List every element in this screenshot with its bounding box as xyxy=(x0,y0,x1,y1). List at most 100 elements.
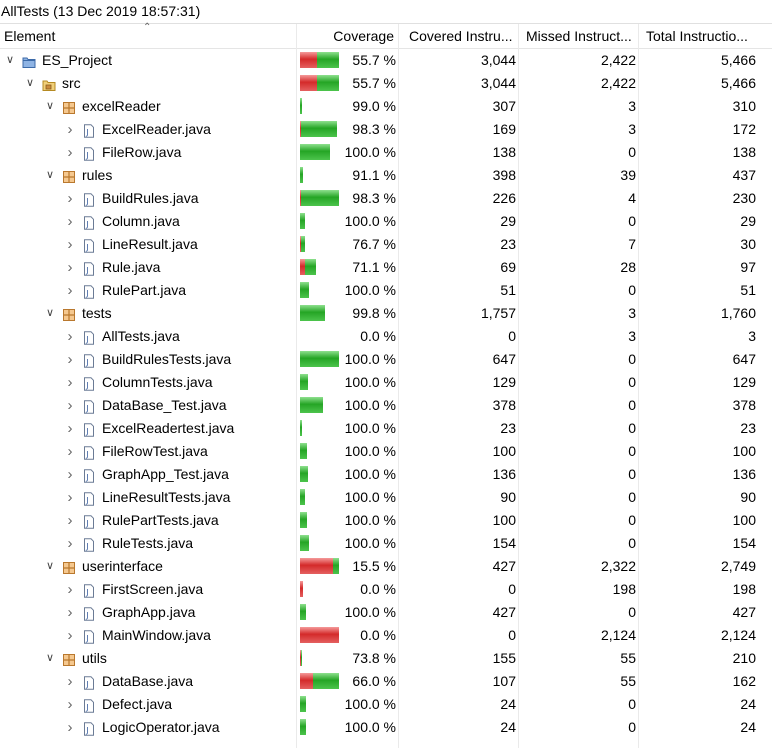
tree-row[interactable]: J LineResultTests.java 100.0 % 90 0 90 xyxy=(0,486,772,509)
expand-chevron-icon[interactable] xyxy=(64,371,76,394)
total-instructions: 136 xyxy=(732,466,756,482)
tree-row[interactable]: src 55.7 % 3,044 2,422 5,466 xyxy=(0,72,772,95)
tree-row[interactable]: tests 99.8 % 1,757 3 1,760 xyxy=(0,302,772,325)
tree-row[interactable]: J FileRowTest.java 100.0 % 100 0 100 xyxy=(0,440,772,463)
tree-row[interactable]: utils 73.8 % 155 55 210 xyxy=(0,647,772,670)
total-instructions: 5,466 xyxy=(720,75,756,91)
expand-chevron-icon[interactable] xyxy=(64,348,76,371)
missed-instructions: 0 xyxy=(628,719,636,735)
expand-chevron-icon[interactable] xyxy=(64,279,76,302)
collapse-chevron-icon[interactable] xyxy=(44,164,56,187)
tree-row[interactable]: J RuleTests.java 100.0 % 154 0 154 xyxy=(0,532,772,555)
expand-chevron-icon[interactable] xyxy=(64,532,76,555)
collapse-chevron-icon[interactable] xyxy=(44,95,56,118)
covered-instructions: 24 xyxy=(500,719,516,735)
tree-row[interactable]: J DataBase.java 66.0 % 107 55 162 xyxy=(0,670,772,693)
expand-chevron-icon[interactable] xyxy=(64,233,76,256)
missed-segment xyxy=(300,673,313,689)
coverage-percent: 99.0 % xyxy=(352,98,396,114)
expand-chevron-icon[interactable] xyxy=(64,417,76,440)
coverage-percent: 55.7 % xyxy=(352,75,396,91)
coverage-tree[interactable]: ES_Project 55.7 % 3,044 2,422 5,466 src 55.7 %… xyxy=(0,49,772,739)
tree-row[interactable]: J GraphApp_Test.java 100.0 % 136 0 136 xyxy=(0,463,772,486)
coverage-percent: 100.0 % xyxy=(344,512,396,528)
column-header-missed[interactable]: Missed Instruct... xyxy=(526,28,632,44)
total-instructions: 198 xyxy=(732,581,756,597)
java-file-icon: J xyxy=(82,490,96,506)
column-header-total[interactable]: Total Instructio... xyxy=(646,28,748,44)
column-header-element[interactable]: Element xyxy=(4,28,56,44)
expand-chevron-icon[interactable] xyxy=(64,210,76,233)
collapse-chevron-icon[interactable] xyxy=(44,647,56,670)
expand-chevron-icon[interactable] xyxy=(64,716,76,739)
expand-chevron-icon[interactable] xyxy=(64,394,76,417)
covered-segment xyxy=(300,489,305,505)
tree-row[interactable]: J MainWindow.java 0.0 % 0 2,124 2,124 xyxy=(0,624,772,647)
expand-chevron-icon[interactable] xyxy=(64,118,76,141)
tree-row[interactable]: rules 91.1 % 398 39 437 xyxy=(0,164,772,187)
column-header-coverage[interactable]: Coverage xyxy=(333,28,394,44)
tree-row[interactable]: J ExcelReader.java 98.3 % 169 3 172 xyxy=(0,118,772,141)
java-file-icon: J xyxy=(82,674,96,690)
svg-text:J: J xyxy=(85,519,88,528)
tree-row[interactable]: J RulePartTests.java 100.0 % 100 0 100 xyxy=(0,509,772,532)
java-file-icon: J xyxy=(82,260,96,276)
tree-row[interactable]: J FileRow.java 100.0 % 138 0 138 xyxy=(0,141,772,164)
expand-chevron-icon[interactable] xyxy=(64,624,76,647)
tree-row[interactable]: J Defect.java 100.0 % 24 0 24 xyxy=(0,693,772,716)
column-divider xyxy=(296,24,297,748)
tree-row[interactable]: J Column.java 100.0 % 29 0 29 xyxy=(0,210,772,233)
tree-row[interactable]: J LineResult.java 76.7 % 23 7 30 xyxy=(0,233,772,256)
missed-instructions: 0 xyxy=(628,351,636,367)
tree-row[interactable]: excelReader 99.0 % 307 3 310 xyxy=(0,95,772,118)
total-instructions: 172 xyxy=(732,121,756,137)
tree-row[interactable]: J ExcelReadertest.java 100.0 % 23 0 23 xyxy=(0,417,772,440)
tree-row[interactable]: J AllTests.java 0.0 % 0 3 3 xyxy=(0,325,772,348)
missed-instructions: 39 xyxy=(620,167,636,183)
covered-instructions: 226 xyxy=(492,190,516,206)
total-instructions: 24 xyxy=(740,696,756,712)
expand-chevron-icon[interactable] xyxy=(64,440,76,463)
expand-chevron-icon[interactable] xyxy=(64,670,76,693)
coverage-percent: 76.7 % xyxy=(352,236,396,252)
missed-instructions: 0 xyxy=(628,466,636,482)
expand-chevron-icon[interactable] xyxy=(64,187,76,210)
tree-row[interactable]: J LogicOperator.java 100.0 % 24 0 24 xyxy=(0,716,772,739)
expand-chevron-icon[interactable] xyxy=(64,693,76,716)
expand-chevron-icon[interactable] xyxy=(64,601,76,624)
collapse-chevron-icon[interactable] xyxy=(24,72,36,95)
tree-row[interactable]: J GraphApp.java 100.0 % 427 0 427 xyxy=(0,601,772,624)
java-file-icon: J xyxy=(82,697,96,713)
tree-row[interactable]: J DataBase_Test.java 100.0 % 378 0 378 xyxy=(0,394,772,417)
column-header-covered[interactable]: Covered Instru... xyxy=(409,28,513,44)
coverage-percent: 100.0 % xyxy=(344,443,396,459)
missed-instructions: 0 xyxy=(628,397,636,413)
tree-row[interactable]: ES_Project 55.7 % 3,044 2,422 5,466 xyxy=(0,49,772,72)
collapse-chevron-icon[interactable] xyxy=(44,555,56,578)
coverage-percent: 15.5 % xyxy=(352,558,396,574)
collapse-chevron-icon[interactable] xyxy=(4,49,16,72)
package-icon xyxy=(62,99,76,114)
covered-instructions: 0 xyxy=(508,328,516,344)
covered-instructions: 100 xyxy=(492,443,516,459)
expand-chevron-icon[interactable] xyxy=(64,578,76,601)
expand-chevron-icon[interactable] xyxy=(64,486,76,509)
expand-chevron-icon[interactable] xyxy=(64,325,76,348)
collapse-chevron-icon[interactable] xyxy=(44,302,56,325)
tree-row[interactable]: J RulePart.java 100.0 % 51 0 51 xyxy=(0,279,772,302)
expand-chevron-icon[interactable] xyxy=(64,256,76,279)
expand-chevron-icon[interactable] xyxy=(64,463,76,486)
expand-chevron-icon[interactable] xyxy=(64,509,76,532)
tree-row[interactable]: J BuildRules.java 98.3 % 226 4 230 xyxy=(0,187,772,210)
coverage-percent: 0.0 % xyxy=(360,328,396,344)
missed-instructions: 28 xyxy=(620,259,636,275)
expand-chevron-icon[interactable] xyxy=(64,141,76,164)
tree-row[interactable]: J Rule.java 71.1 % 69 28 97 xyxy=(0,256,772,279)
coverage-percent: 100.0 % xyxy=(344,696,396,712)
tree-row[interactable]: J FirstScreen.java 0.0 % 0 198 198 xyxy=(0,578,772,601)
tree-row[interactable]: J BuildRulesTests.java 100.0 % 647 0 647 xyxy=(0,348,772,371)
total-instructions: 100 xyxy=(732,443,756,459)
tree-row[interactable]: userinterface 15.5 % 427 2,322 2,749 xyxy=(0,555,772,578)
tree-row[interactable]: J ColumnTests.java 100.0 % 129 0 129 xyxy=(0,371,772,394)
covered-instructions: 3,044 xyxy=(480,75,516,91)
